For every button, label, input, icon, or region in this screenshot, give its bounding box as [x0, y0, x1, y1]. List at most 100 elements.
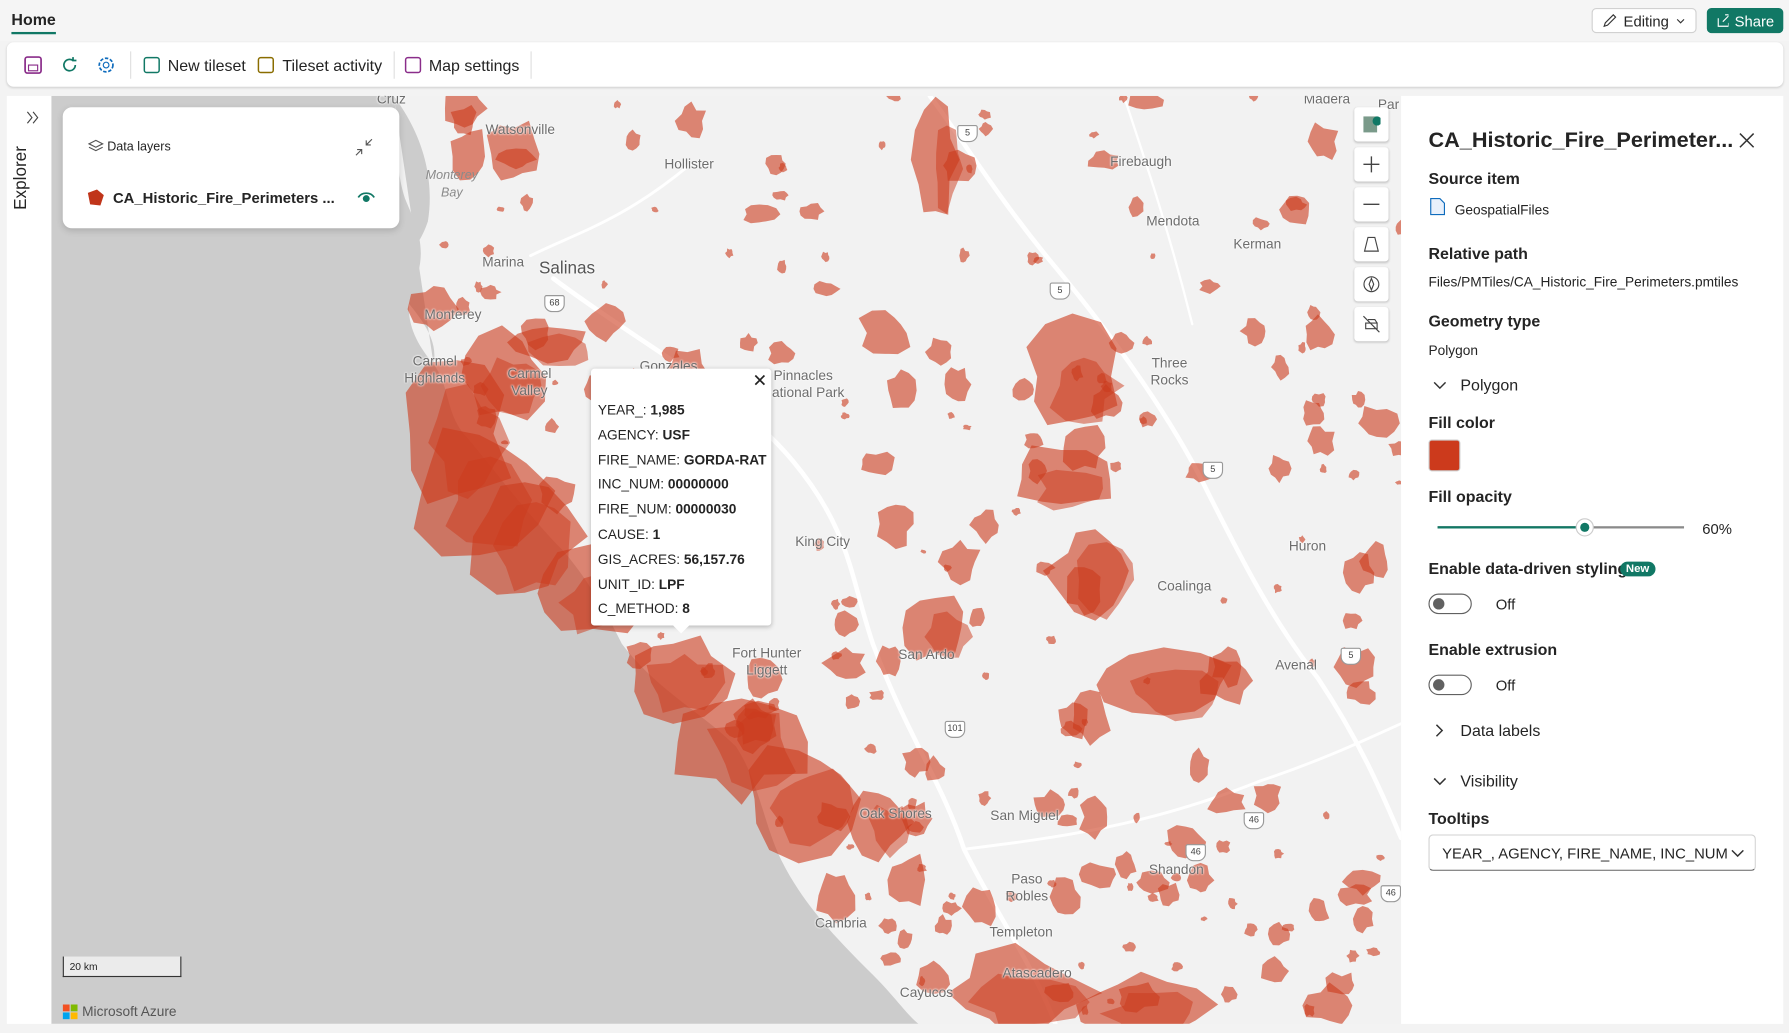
- map[interactable]: Cruz Watsonville Monterey Bay Hollister Made…: [51, 95, 1402, 1024]
- fire-perimeter: [877, 504, 914, 550]
- road: [529, 162, 692, 258]
- settings-icon[interactable]: [96, 54, 117, 75]
- fire-perimeter: [1376, 854, 1385, 861]
- fire-perimeter: [1285, 196, 1308, 211]
- editing-button[interactable]: Editing: [1591, 7, 1697, 34]
- fire-perimeter: [1358, 406, 1400, 438]
- attribution: Microsoft Azure: [62, 1003, 177, 1019]
- road-shield: 46: [1185, 844, 1206, 862]
- fire-perimeter: [444, 95, 488, 128]
- fire-perimeter: [613, 99, 622, 109]
- popup-row: INC_NUM: 00000000: [598, 476, 729, 492]
- fire-perimeter: [657, 632, 665, 641]
- popup-row: CAUSE: 1: [598, 526, 660, 542]
- fire-perimeter: [1248, 95, 1259, 102]
- fire-perimeter: [1298, 341, 1306, 354]
- fire-perimeter: [1164, 841, 1173, 846]
- fire-perimeter: [456, 296, 470, 316]
- toolbar-text: Map settings: [428, 55, 520, 74]
- visibility-icon[interactable]: [357, 191, 375, 205]
- field-label: Fill color: [1428, 413, 1496, 432]
- popup-close[interactable]: [754, 374, 766, 386]
- map-label: San Miguel: [990, 807, 1059, 824]
- style-picker[interactable]: [1354, 107, 1389, 142]
- traffic[interactable]: [1354, 307, 1389, 342]
- fire-perimeter: [834, 610, 859, 638]
- fire-perimeter: [943, 149, 977, 182]
- road: [1122, 95, 1194, 326]
- map-label: Huron: [1288, 538, 1327, 555]
- fire-perimeter: [1028, 459, 1048, 485]
- pitch[interactable]: [1354, 227, 1389, 262]
- fire-perimeter: [625, 129, 641, 151]
- refresh-icon[interactable]: [59, 54, 80, 75]
- save-icon[interactable]: [23, 54, 44, 75]
- fill-color-swatch[interactable]: [1428, 439, 1461, 472]
- section-header[interactable]: Data labels: [1460, 721, 1541, 740]
- fire-perimeter: [1087, 150, 1119, 170]
- top-bar: Home Editing Share: [0, 0, 1789, 42]
- zoom-in[interactable]: [1354, 147, 1389, 182]
- road-shield: 68: [544, 295, 565, 313]
- map-label: King City: [795, 533, 851, 550]
- fire-perimeter: [1044, 983, 1074, 1003]
- fire-perimeter: [897, 929, 913, 949]
- fire-perimeter: [552, 379, 559, 386]
- map-label: Kerman: [1233, 235, 1282, 252]
- fire-perimeter: [880, 952, 901, 966]
- separator: [130, 50, 132, 79]
- layer-name[interactable]: CA_Historic_Fire_Perimeters ...: [112, 189, 335, 207]
- fire-perimeter: [1304, 1003, 1315, 1017]
- fire-perimeter: [775, 815, 784, 827]
- fire-perimeter: [500, 440, 509, 445]
- tooltips-dropdown[interactable]: YEAR_, AGENCY, FIRE_NAME, INC_NUM: [1428, 834, 1756, 871]
- fire-perimeter: [864, 892, 872, 901]
- zoom-out[interactable]: [1354, 187, 1389, 222]
- tool-group: New tileset Tileset activity Map settings: [136, 50, 537, 79]
- fire-perimeter: [1260, 956, 1290, 983]
- fire-perimeter: [978, 791, 992, 806]
- fire-perimeter: [1100, 380, 1112, 393]
- collapse-icon[interactable]: [355, 138, 373, 156]
- fire-perimeter: [735, 708, 777, 745]
- map-label: Oak Shores: [859, 805, 932, 822]
- slider-thumb[interactable]: [1575, 518, 1594, 537]
- icon-shape: [143, 56, 160, 73]
- source-item[interactable]: GeospatialFiles: [1454, 202, 1550, 219]
- compass[interactable]: [1354, 267, 1389, 302]
- share-icon: [1717, 14, 1729, 27]
- panel-close[interactable]: [1739, 132, 1755, 148]
- expand-icon[interactable]: [25, 110, 41, 126]
- toolbar-button[interactable]: Map settings: [404, 55, 520, 74]
- toolbar-text: Tileset activity: [282, 55, 383, 74]
- map-label: Paso Robles: [1005, 870, 1049, 905]
- toggle[interactable]: [1428, 674, 1472, 696]
- section-header[interactable]: Visibility: [1460, 771, 1518, 790]
- fire-perimeter: [1011, 507, 1021, 516]
- fire-perimeter: [1118, 982, 1160, 1013]
- map-label: Mendota: [1146, 212, 1200, 229]
- section-header[interactable]: Polygon: [1460, 375, 1519, 394]
- fire-perimeter: [743, 204, 781, 224]
- fire-perimeter: [1342, 613, 1363, 630]
- fire-perimeter: [978, 122, 994, 137]
- fire-perimeter: [626, 641, 652, 669]
- fire-perimeter: [1114, 851, 1137, 880]
- fire-perimeter: [875, 645, 901, 677]
- fire-perimeter: [1216, 840, 1231, 853]
- road-shield: 46: [1380, 885, 1402, 903]
- share-button[interactable]: Share: [1706, 7, 1784, 34]
- toolbar-button[interactable]: Tileset activity: [257, 55, 383, 74]
- tab[interactable]: Home: [11, 10, 56, 35]
- fire-perimeter: [841, 398, 849, 407]
- fire-perimeter: [1281, 923, 1295, 932]
- fire-perimeter: [813, 281, 841, 297]
- fire-perimeter: [1049, 877, 1081, 915]
- popup-key: AGENCY:: [597, 426, 659, 443]
- toggle[interactable]: [1428, 593, 1472, 615]
- explorer-label[interactable]: Explorer: [11, 146, 31, 210]
- toolbar-button[interactable]: New tileset: [143, 55, 246, 74]
- fire-perimeter: [867, 804, 910, 859]
- ms-logo: [62, 1003, 78, 1019]
- fire-perimeter: [948, 892, 956, 900]
